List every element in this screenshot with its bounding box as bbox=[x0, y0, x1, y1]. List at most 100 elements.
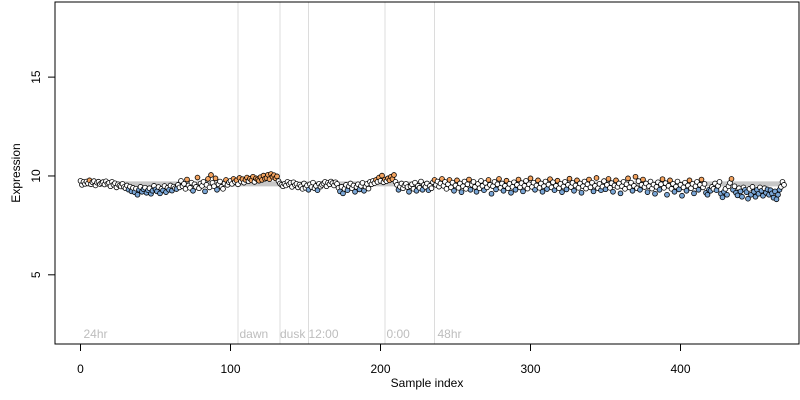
y-axis: 5 10 15 bbox=[29, 70, 56, 278]
data-point bbox=[601, 178, 607, 184]
data-point bbox=[749, 184, 756, 190]
data-point bbox=[523, 178, 529, 184]
data-point bbox=[202, 188, 208, 195]
phase-label: 48hr bbox=[438, 327, 462, 341]
data-point bbox=[695, 187, 702, 193]
phase-label: dusk bbox=[280, 327, 306, 341]
y-axis-label: Expression bbox=[9, 143, 23, 202]
data-point bbox=[473, 188, 480, 195]
data-point bbox=[496, 176, 502, 182]
data-point bbox=[683, 187, 690, 194]
data-point bbox=[205, 176, 211, 182]
data-point bbox=[775, 191, 781, 198]
data-point bbox=[463, 186, 469, 192]
data-point bbox=[629, 187, 636, 194]
data-point bbox=[391, 172, 397, 178]
data-point bbox=[478, 178, 484, 184]
phase-label: dawn bbox=[240, 327, 269, 341]
x-tick-label: 100 bbox=[220, 362, 240, 376]
data-point bbox=[617, 190, 624, 197]
data-point bbox=[563, 186, 570, 193]
data-point bbox=[605, 176, 612, 182]
plot-frame bbox=[54, 1, 800, 345]
data-point bbox=[637, 187, 643, 193]
data-point bbox=[704, 191, 711, 198]
data-point bbox=[566, 175, 573, 182]
data-point bbox=[644, 189, 651, 195]
x-axis-label: Sample index bbox=[391, 376, 464, 390]
data-point bbox=[743, 189, 750, 195]
x-tick-label: 0 bbox=[77, 362, 84, 376]
data-point bbox=[661, 185, 667, 191]
data-point bbox=[467, 187, 474, 193]
data-point bbox=[220, 186, 226, 192]
data-point bbox=[512, 187, 519, 193]
data-point bbox=[667, 177, 673, 184]
data-point bbox=[379, 172, 385, 179]
data-point bbox=[571, 187, 577, 194]
data-point bbox=[184, 176, 190, 183]
data-point bbox=[652, 190, 658, 197]
data-point bbox=[691, 190, 697, 197]
data-point bbox=[466, 176, 472, 183]
data-point bbox=[500, 187, 507, 194]
data-point bbox=[539, 188, 546, 195]
data-point bbox=[671, 188, 678, 195]
data-point bbox=[418, 178, 424, 185]
data-point bbox=[674, 178, 681, 185]
data-point bbox=[640, 176, 646, 183]
x-tick-label: 200 bbox=[370, 362, 390, 376]
data-point bbox=[211, 183, 217, 190]
data-point bbox=[208, 172, 214, 178]
data-point bbox=[406, 188, 412, 195]
data-point bbox=[274, 173, 280, 180]
phase-label: 24hr bbox=[84, 327, 108, 341]
data-point bbox=[686, 177, 693, 184]
data-point bbox=[773, 196, 780, 203]
x-tick-label: 400 bbox=[670, 362, 690, 376]
data-point bbox=[676, 186, 682, 193]
data-point bbox=[508, 189, 514, 196]
data-points bbox=[77, 171, 787, 203]
data-point bbox=[664, 191, 670, 198]
data-point bbox=[464, 181, 471, 188]
data-point bbox=[719, 194, 726, 201]
data-point bbox=[739, 193, 745, 200]
data-point bbox=[470, 179, 477, 185]
data-point bbox=[527, 175, 534, 182]
data-point bbox=[488, 190, 495, 197]
data-point bbox=[134, 191, 141, 198]
y-tick-label: 5 bbox=[29, 271, 43, 278]
y-tick-label: 10 bbox=[29, 169, 43, 183]
data-point bbox=[493, 186, 499, 193]
data-point bbox=[716, 179, 723, 185]
x-axis: 0 100 200 300 400 bbox=[77, 343, 691, 376]
data-point bbox=[206, 184, 213, 191]
data-point bbox=[212, 175, 219, 182]
data-point bbox=[590, 188, 597, 195]
data-point bbox=[428, 185, 435, 192]
phase-lines bbox=[237, 2, 435, 344]
data-point bbox=[485, 177, 492, 183]
data-point bbox=[559, 189, 565, 195]
data-point bbox=[578, 189, 585, 196]
data-point bbox=[451, 187, 457, 194]
data-point bbox=[632, 173, 639, 180]
data-point bbox=[659, 176, 666, 182]
x-tick-label: 300 bbox=[520, 362, 540, 376]
data-point bbox=[679, 192, 685, 199]
data-point bbox=[701, 181, 708, 187]
phase-label: 12:00 bbox=[309, 327, 339, 341]
data-point bbox=[190, 187, 196, 194]
y-tick-label: 15 bbox=[29, 70, 43, 84]
data-point bbox=[217, 178, 223, 185]
data-point bbox=[625, 175, 631, 182]
data-point bbox=[194, 174, 201, 181]
data-point bbox=[698, 176, 705, 183]
data-point bbox=[724, 191, 730, 198]
data-point bbox=[656, 187, 663, 193]
data-point bbox=[365, 185, 372, 192]
data-point bbox=[340, 190, 346, 197]
data-point bbox=[781, 182, 787, 188]
